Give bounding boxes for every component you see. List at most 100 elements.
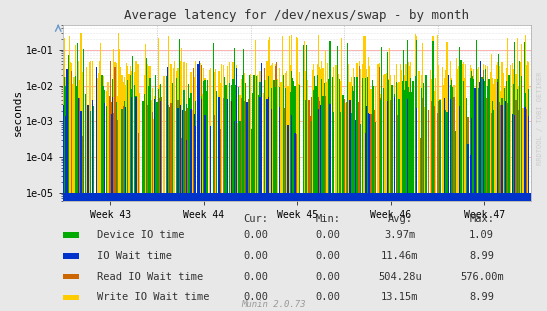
Bar (69, 193, 70, 311)
Bar (424, 107, 426, 311)
Bar (525, 193, 526, 311)
Bar (181, 193, 182, 311)
Bar (193, 193, 194, 311)
Bar (79, 98, 80, 311)
Bar (469, 193, 470, 311)
Bar (319, 193, 320, 311)
Bar (382, 193, 383, 311)
Bar (251, 193, 252, 311)
Bar (147, 105, 148, 311)
Bar (263, 93, 264, 311)
Bar (226, 193, 228, 311)
Bar (96, 67, 97, 311)
Bar (319, 101, 320, 311)
Bar (427, 193, 428, 311)
Bar (326, 82, 327, 311)
Bar (221, 193, 222, 311)
Bar (447, 89, 449, 311)
Bar (160, 87, 161, 311)
Bar (371, 193, 373, 311)
Bar (129, 193, 130, 311)
Bar (125, 115, 126, 311)
Bar (474, 193, 476, 311)
Bar (167, 101, 168, 311)
Bar (334, 193, 335, 311)
Bar (228, 193, 229, 311)
Bar (488, 193, 490, 311)
Bar (311, 99, 312, 311)
Bar (183, 193, 184, 311)
Bar (68, 193, 69, 311)
Bar (77, 193, 78, 311)
Bar (290, 193, 291, 311)
Bar (409, 193, 410, 311)
Bar (132, 193, 133, 311)
Bar (353, 68, 354, 311)
Bar (408, 104, 409, 311)
Bar (452, 193, 453, 311)
Bar (141, 193, 142, 311)
Bar (494, 193, 496, 311)
Bar (211, 193, 213, 311)
Bar (363, 193, 364, 311)
Bar (196, 193, 197, 311)
Bar (319, 67, 320, 311)
Bar (464, 193, 465, 311)
Bar (485, 193, 486, 311)
Bar (415, 193, 416, 311)
Bar (142, 193, 143, 311)
Bar (111, 193, 112, 311)
Bar (89, 193, 90, 311)
Text: Min:: Min: (315, 214, 340, 224)
Bar (243, 62, 244, 311)
Bar (355, 193, 357, 311)
Bar (131, 90, 132, 311)
Bar (188, 193, 189, 311)
Bar (150, 100, 152, 311)
Bar (470, 65, 471, 311)
Bar (505, 101, 506, 311)
Bar (414, 193, 415, 311)
Bar (161, 193, 162, 311)
Bar (506, 193, 507, 311)
Bar (470, 155, 471, 311)
Bar (491, 54, 492, 311)
Bar (310, 193, 311, 311)
Bar (257, 193, 258, 311)
Bar (210, 68, 211, 311)
Bar (377, 193, 379, 311)
Bar (236, 193, 237, 311)
Bar (457, 69, 458, 311)
Bar (392, 193, 393, 311)
Text: Avg:: Avg: (387, 214, 412, 224)
Bar (347, 193, 348, 311)
Bar (252, 93, 253, 311)
Bar (332, 193, 333, 311)
Bar (352, 193, 353, 311)
Bar (461, 193, 462, 311)
Bar (385, 74, 386, 311)
Bar (503, 73, 504, 311)
Bar (172, 102, 173, 311)
Bar (416, 36, 417, 311)
Bar (64, 38, 65, 311)
Bar (508, 75, 510, 311)
Bar (415, 34, 416, 311)
Bar (464, 193, 465, 311)
Bar (367, 193, 368, 311)
Bar (208, 193, 209, 311)
Bar (121, 193, 123, 311)
Bar (290, 193, 291, 311)
Bar (486, 193, 487, 311)
Bar (521, 76, 522, 311)
Bar (444, 114, 445, 311)
Bar (156, 102, 158, 311)
Bar (428, 109, 429, 311)
Bar (68, 193, 69, 311)
Bar (183, 62, 184, 311)
Bar (337, 193, 339, 311)
Bar (263, 193, 264, 311)
Bar (498, 54, 499, 311)
Bar (179, 193, 180, 311)
Bar (375, 86, 376, 311)
